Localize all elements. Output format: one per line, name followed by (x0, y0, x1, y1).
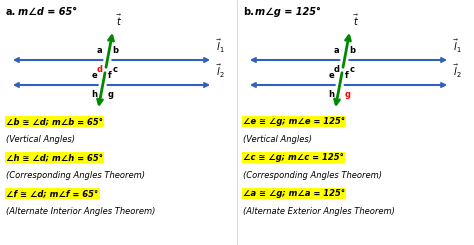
Text: b: b (349, 46, 356, 55)
Text: a: a (97, 46, 102, 55)
Text: m∠g = 125°: m∠g = 125° (255, 7, 321, 17)
Text: $\vec{t}$: $\vec{t}$ (353, 12, 359, 28)
Text: (Vertical Angles): (Vertical Angles) (6, 135, 75, 144)
Text: (Corresponding Angles Theorem): (Corresponding Angles Theorem) (6, 171, 145, 180)
Text: g: g (108, 90, 114, 99)
Text: $\vec{l}_1$: $\vec{l}_1$ (216, 38, 225, 55)
Text: (Alternate Exterior Angles Theorem): (Alternate Exterior Angles Theorem) (243, 207, 395, 216)
Text: ∠h ≅ ∠d; m∠h = 65°: ∠h ≅ ∠d; m∠h = 65° (6, 153, 103, 162)
Text: e: e (92, 71, 98, 80)
Text: ∠c ≅ ∠g; m∠c = 125°: ∠c ≅ ∠g; m∠c = 125° (243, 153, 344, 162)
Text: m∠d = 65°: m∠d = 65° (18, 7, 77, 17)
Text: c: c (112, 65, 118, 74)
Text: ∠a ≅ ∠g; m∠a = 125°: ∠a ≅ ∠g; m∠a = 125° (243, 189, 345, 198)
Text: b.: b. (243, 7, 254, 17)
Text: e: e (329, 71, 335, 80)
Text: h: h (328, 90, 335, 99)
Text: c: c (349, 65, 355, 74)
Text: f: f (345, 71, 348, 80)
Text: g: g (345, 90, 351, 99)
Text: b: b (112, 46, 118, 55)
Text: ∠f ≅ ∠d; m∠f = 65°: ∠f ≅ ∠d; m∠f = 65° (6, 189, 98, 198)
Text: $\vec{l}_1$: $\vec{l}_1$ (453, 38, 462, 55)
Text: (Vertical Angles): (Vertical Angles) (243, 135, 312, 144)
Text: f: f (108, 71, 111, 80)
Text: ∠e ≅ ∠g; m∠e = 125°: ∠e ≅ ∠g; m∠e = 125° (243, 117, 345, 126)
Text: d: d (96, 65, 102, 74)
Text: $\vec{t}$: $\vec{t}$ (116, 12, 122, 28)
Text: (Corresponding Angles Theorem): (Corresponding Angles Theorem) (243, 171, 382, 180)
Text: $\vec{l}_2$: $\vec{l}_2$ (453, 63, 462, 80)
Text: $\vec{l}_2$: $\vec{l}_2$ (216, 63, 225, 80)
Text: ∠b ≅ ∠d; m∠b = 65°: ∠b ≅ ∠d; m∠b = 65° (6, 117, 103, 126)
Text: h: h (91, 90, 98, 99)
Text: a: a (334, 46, 339, 55)
Text: a.: a. (6, 7, 16, 17)
Text: d: d (333, 65, 339, 74)
Text: (Alternate Interior Angles Theorem): (Alternate Interior Angles Theorem) (6, 207, 155, 216)
